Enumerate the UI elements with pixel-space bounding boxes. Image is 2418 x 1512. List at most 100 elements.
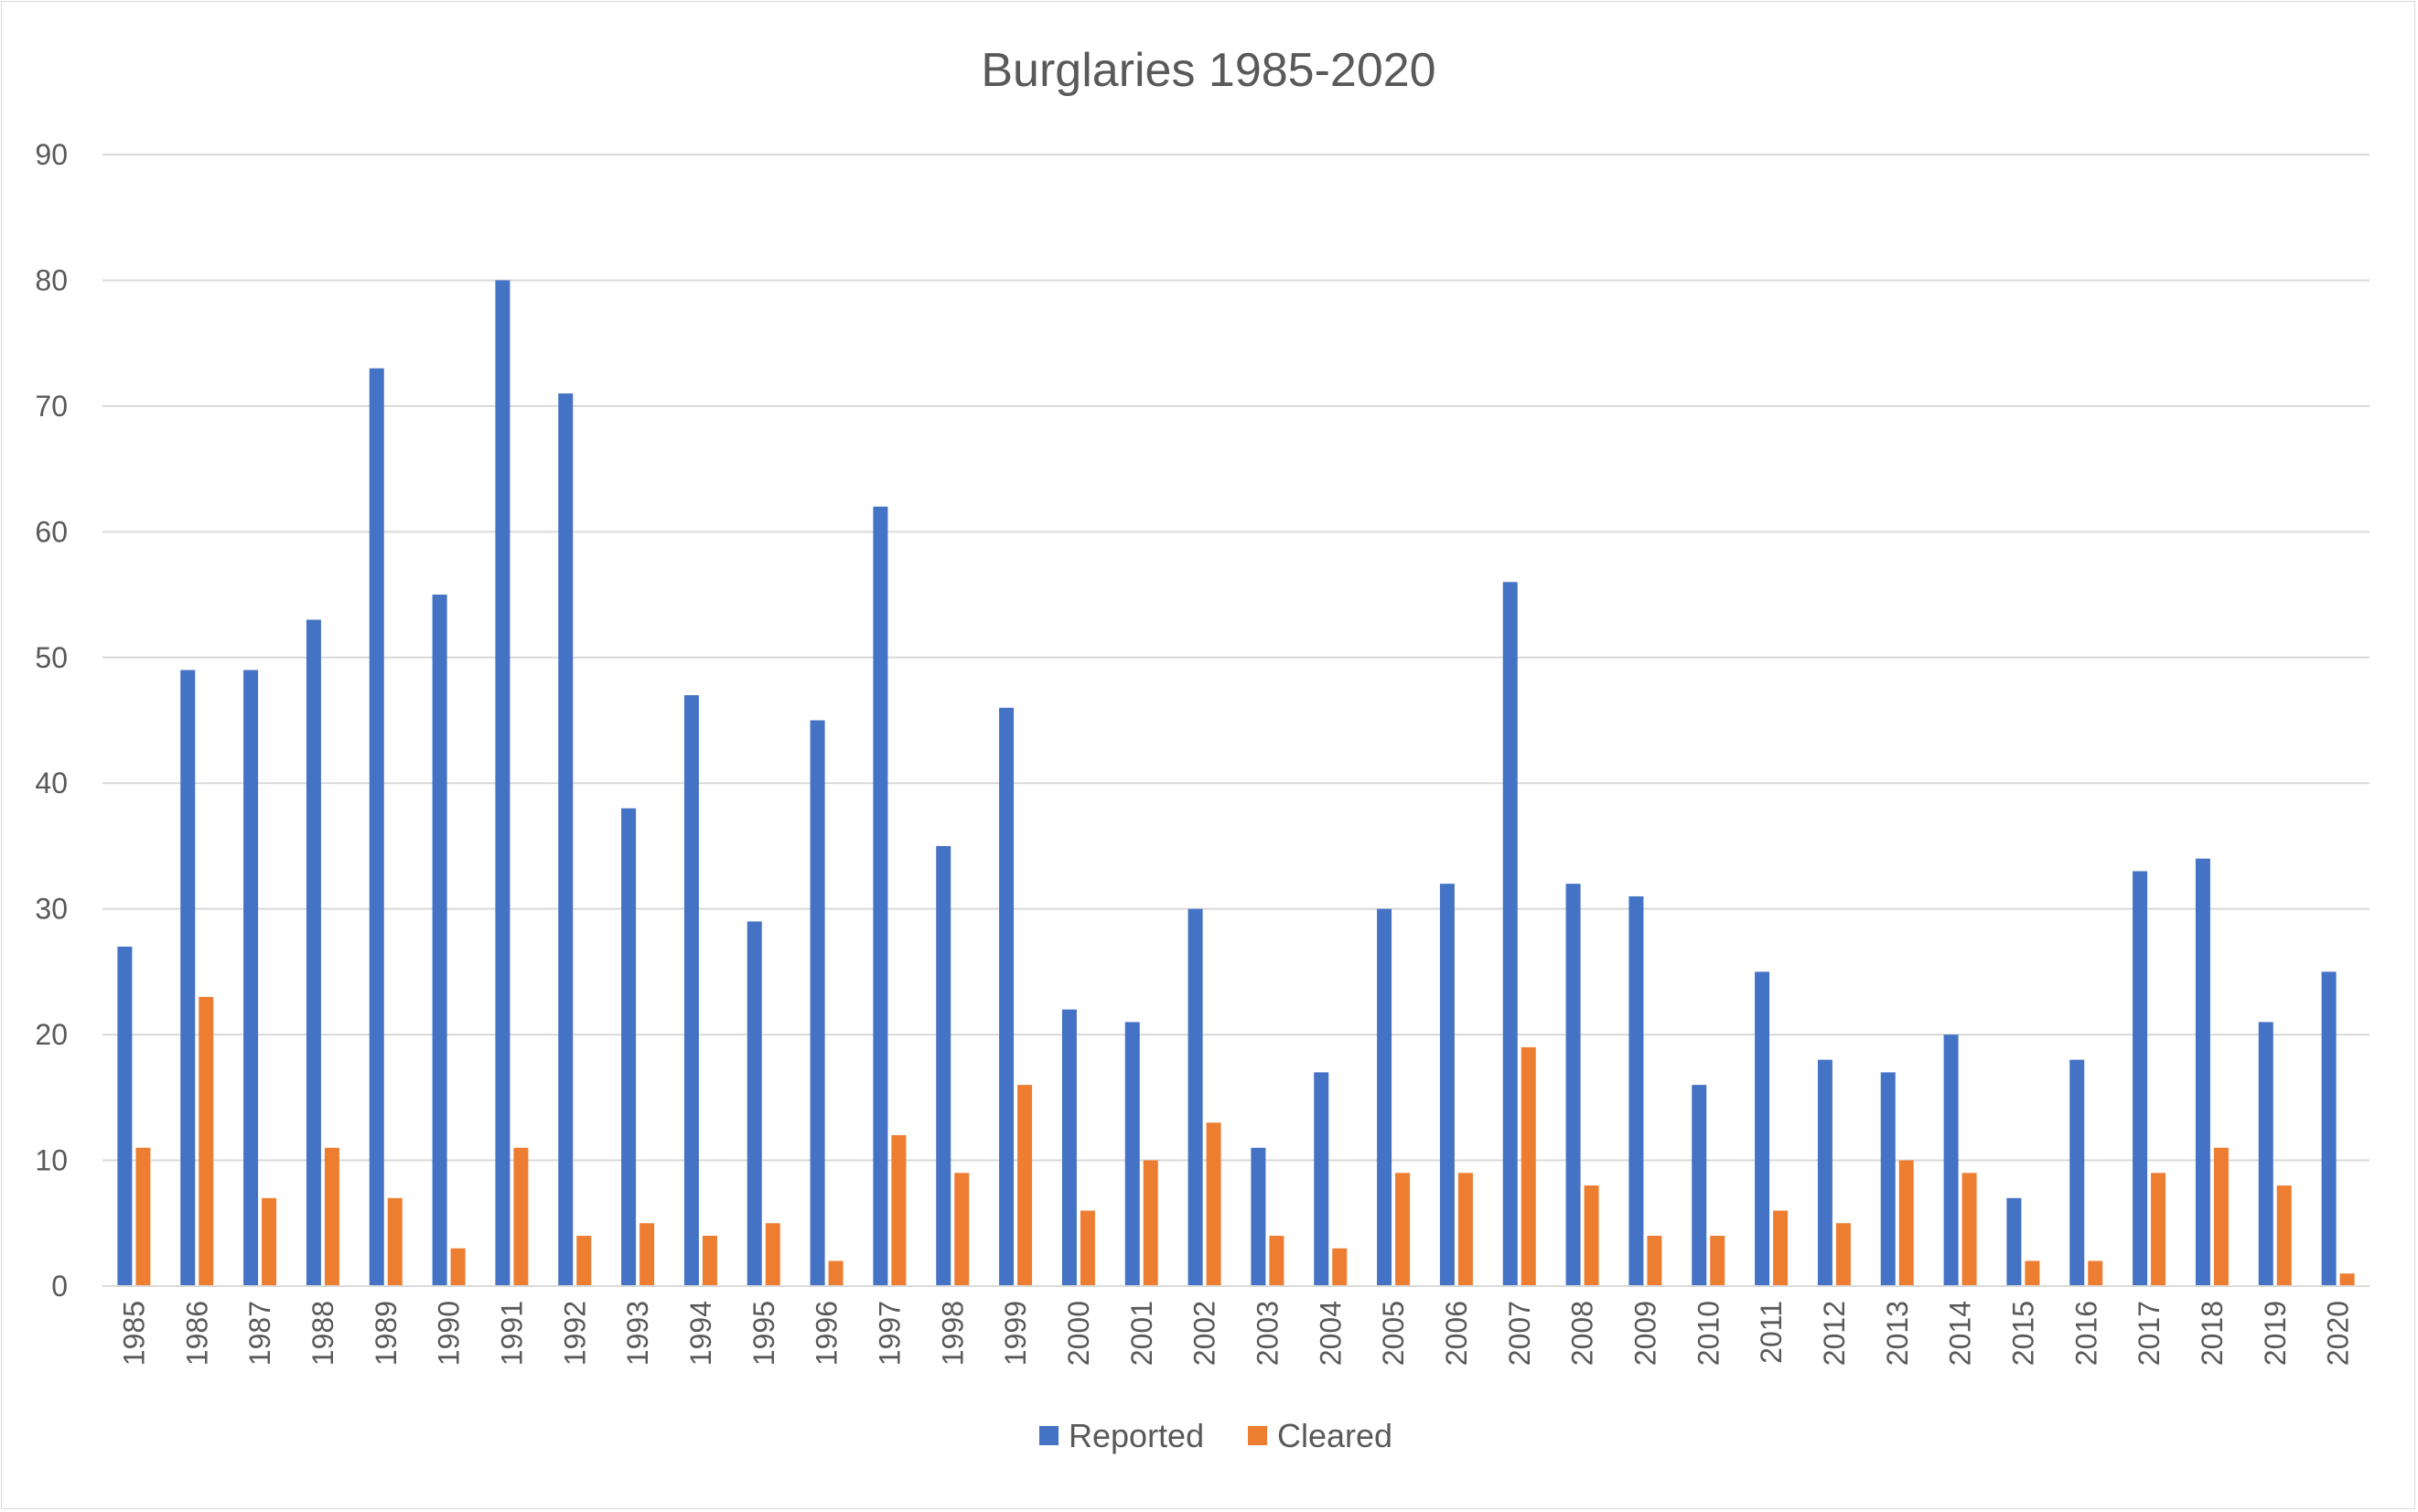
x-tick-label: 1992 — [558, 1301, 591, 1366]
x-tick-label: 2002 — [1188, 1301, 1221, 1366]
bar-cleared-1999 — [1017, 1085, 1033, 1286]
bar-reported-2018 — [2195, 858, 2210, 1286]
x-tick-label: 1988 — [306, 1301, 339, 1366]
bar-cleared-2016 — [2088, 1260, 2103, 1286]
y-tick-label: 0 — [51, 1270, 68, 1303]
bar-reported-1991 — [495, 280, 510, 1286]
x-tick-label: 2010 — [1692, 1301, 1725, 1366]
bar-cleared-1997 — [891, 1135, 907, 1286]
bar-reported-2012 — [1817, 1059, 1832, 1286]
legend-swatch-reported — [1039, 1426, 1059, 1445]
x-tick-label: 2019 — [2259, 1301, 2292, 1366]
y-tick-label: 20 — [35, 1018, 68, 1051]
y-tick-label: 90 — [35, 138, 68, 171]
bar-cleared-2019 — [2276, 1185, 2292, 1286]
bar-reported-1989 — [369, 368, 384, 1287]
x-tick-label: 2011 — [1755, 1301, 1788, 1364]
bar-cleared-2015 — [2025, 1260, 2040, 1286]
bar-reported-1992 — [558, 393, 574, 1287]
bar-cleared-2018 — [2213, 1147, 2229, 1286]
bar-reported-1987 — [243, 670, 259, 1286]
bar-cleared-2004 — [1332, 1248, 1348, 1286]
x-tick-label: 1986 — [180, 1301, 213, 1366]
x-tick-label: 1998 — [936, 1301, 969, 1366]
bar-cleared-1995 — [765, 1223, 780, 1286]
x-tick-label: 2014 — [1944, 1301, 1977, 1366]
x-tick-label: 2017 — [2133, 1301, 2165, 1366]
x-tick-label: 1997 — [873, 1301, 906, 1366]
bar-reported-2017 — [2133, 871, 2148, 1286]
bar-cleared-2020 — [2339, 1273, 2355, 1286]
bar-reported-1993 — [621, 808, 637, 1286]
bar-cleared-2008 — [1584, 1185, 1599, 1286]
bar-reported-2020 — [2321, 971, 2337, 1286]
y-axis-ticks: 0 10 20 30 40 50 60 70 80 90 — [35, 138, 68, 1303]
x-tick-label: 2020 — [2322, 1301, 2355, 1366]
bar-reported-1986 — [180, 670, 196, 1286]
x-tick-label: 1991 — [495, 1301, 528, 1366]
bar-reported-2001 — [1124, 1022, 1140, 1286]
bar-cleared-2013 — [1898, 1160, 1914, 1286]
bar-reported-2016 — [2069, 1059, 2085, 1286]
y-tick-label: 50 — [35, 641, 68, 674]
x-tick-label: 2018 — [2196, 1301, 2229, 1366]
bar-reported-2002 — [1188, 908, 1203, 1286]
legend-label-cleared: Cleared — [1277, 1417, 1392, 1454]
bar-cleared-2014 — [1961, 1173, 1977, 1286]
legend: Reported Cleared — [1039, 1417, 1392, 1454]
bar-reported-1997 — [873, 506, 888, 1286]
x-tick-label: 2004 — [1314, 1301, 1347, 1366]
bar-reported-2015 — [2006, 1197, 2022, 1286]
bar-reported-1999 — [999, 707, 1015, 1286]
bar-cleared-1993 — [639, 1223, 655, 1286]
x-tick-label: 1993 — [621, 1301, 654, 1366]
x-tick-label: 1987 — [243, 1301, 276, 1366]
bar-reported-2008 — [1565, 884, 1581, 1286]
bars — [117, 280, 2355, 1287]
bar-reported-1988 — [306, 619, 321, 1286]
bar-reported-2005 — [1377, 908, 1392, 1286]
chart-title: Burglaries 1985-2020 — [981, 44, 1435, 97]
bar-cleared-1989 — [387, 1197, 403, 1286]
bar-reported-2019 — [2258, 1022, 2273, 1286]
x-tick-label: 2006 — [1440, 1301, 1473, 1366]
bar-reported-1994 — [683, 695, 699, 1286]
bar-cleared-1985 — [135, 1147, 151, 1286]
x-tick-label: 1994 — [684, 1301, 717, 1366]
gridlines — [102, 154, 2370, 1162]
x-tick-label: 1995 — [747, 1301, 780, 1366]
x-tick-label: 1999 — [999, 1301, 1032, 1366]
bar-cleared-2003 — [1269, 1236, 1284, 1286]
bar-cleared-2006 — [1457, 1173, 1473, 1286]
bar-cleared-1991 — [513, 1147, 529, 1286]
y-tick-label: 40 — [35, 767, 68, 799]
x-tick-label: 2013 — [1881, 1301, 1914, 1366]
bar-reported-2014 — [1943, 1035, 1959, 1286]
x-tick-label: 2007 — [1503, 1301, 1536, 1366]
bar-reported-2007 — [1502, 582, 1518, 1286]
bar-reported-2013 — [1880, 1072, 1896, 1286]
x-tick-label: 2008 — [1566, 1301, 1599, 1366]
x-tick-label: 1985 — [117, 1301, 150, 1366]
bar-cleared-1994 — [702, 1236, 717, 1286]
bar-cleared-1996 — [828, 1260, 844, 1286]
x-axis-ticks: 1985 1986 1987 1988 1989 1990 1991 1992 1993 1994… — [117, 1301, 2354, 1366]
bar-cleared-2005 — [1395, 1173, 1411, 1286]
x-tick-label: 2012 — [1818, 1301, 1851, 1366]
bar-reported-1996 — [810, 720, 825, 1286]
x-tick-label: 1990 — [433, 1301, 466, 1366]
y-tick-label: 80 — [35, 263, 68, 296]
x-tick-label: 2001 — [1125, 1301, 1158, 1366]
y-tick-label: 30 — [35, 893, 68, 926]
y-tick-label: 60 — [35, 515, 68, 548]
bar-reported-1998 — [936, 845, 951, 1286]
legend-label-reported: Reported — [1069, 1417, 1204, 1454]
bar-cleared-2002 — [1206, 1122, 1221, 1286]
x-tick-label: 1989 — [370, 1301, 403, 1366]
bar-reported-2010 — [1692, 1085, 1707, 1286]
bar-cleared-2017 — [2151, 1173, 2166, 1286]
bar-cleared-1986 — [199, 996, 214, 1286]
bar-reported-2009 — [1628, 895, 1644, 1286]
x-tick-label: 2003 — [1251, 1301, 1284, 1366]
